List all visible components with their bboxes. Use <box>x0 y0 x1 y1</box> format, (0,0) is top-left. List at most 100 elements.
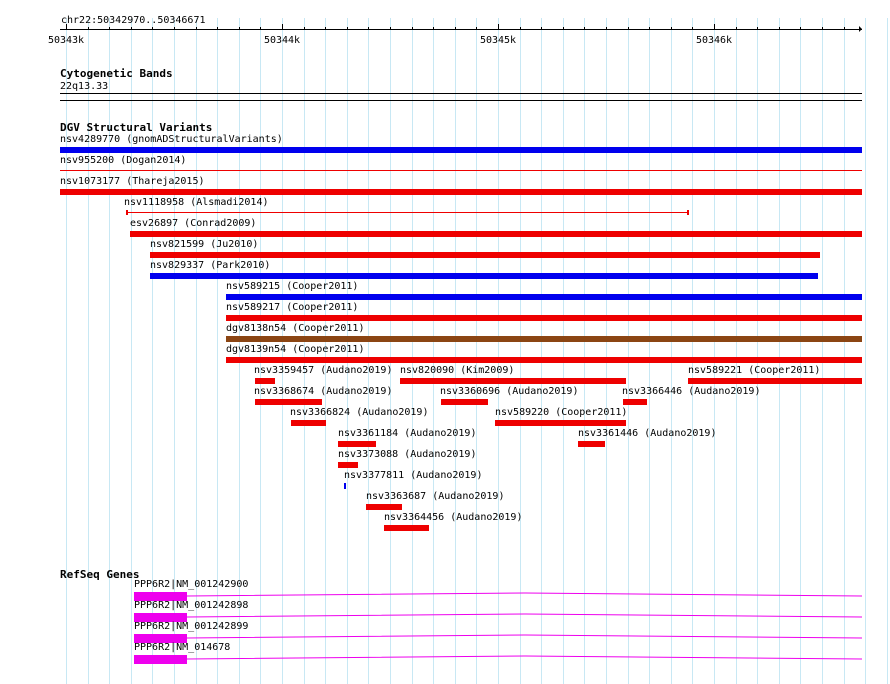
gene-exon[interactable] <box>134 634 187 643</box>
gene-exon[interactable] <box>134 613 187 622</box>
tick-label: 50345k <box>479 35 517 46</box>
gene-label: PPP6R2|NM_001242898 <box>134 600 249 611</box>
gene-intron <box>187 655 863 660</box>
ruler-tick <box>520 27 521 30</box>
sv-feature-bar[interactable] <box>226 294 862 300</box>
sv-feature-bar[interactable] <box>688 378 862 384</box>
ruler-tick <box>563 27 564 30</box>
sv-feature-label: nsv589221 (Cooper2011) <box>688 365 821 376</box>
tick-label: 50346k <box>695 35 733 46</box>
sv-feature-bar[interactable] <box>366 504 402 510</box>
cytoband-line <box>60 93 862 94</box>
sv-feature-bar[interactable] <box>226 336 862 342</box>
location-label: chr22:50342970..50346671 <box>61 15 206 26</box>
gene-intron <box>187 592 863 597</box>
sv-feature-bar[interactable] <box>338 441 376 447</box>
ruler-tick <box>800 27 801 30</box>
ruler-tick <box>455 27 456 30</box>
ruler-tick <box>714 24 715 30</box>
sv-feature-bar[interactable] <box>338 462 358 468</box>
sv-feature-bar[interactable] <box>578 441 605 447</box>
ruler-tick <box>671 27 672 30</box>
ruler-tick <box>606 27 607 30</box>
ruler-tick <box>109 27 110 30</box>
sv-feature-bar[interactable] <box>150 273 818 279</box>
sv-feature-bar[interactable] <box>60 170 862 171</box>
ruler-tick <box>584 27 585 30</box>
sv-feature-label: nsv3364456 (Audano2019) <box>384 512 523 523</box>
sv-feature-label: nsv3366824 (Audano2019) <box>290 407 429 418</box>
sv-feature-bar[interactable] <box>60 189 862 195</box>
sv-feature-bar[interactable] <box>226 315 862 321</box>
ruler-tick <box>282 24 283 30</box>
ruler-tick <box>368 27 369 30</box>
sv-feature-bar[interactable] <box>255 378 275 384</box>
ruler-tick <box>541 27 542 30</box>
sv-feature-label: nsv3363687 (Audano2019) <box>366 491 505 502</box>
ruler-tick <box>260 27 261 30</box>
sv-feature-label: nsv3360696 (Audano2019) <box>440 386 579 397</box>
ruler-tick <box>433 27 434 30</box>
sv-feature-label: nsv4289770 (gnomADStructuralVariants) <box>60 134 283 145</box>
ruler-tick <box>822 27 823 30</box>
sv-feature-bar[interactable] <box>291 420 326 426</box>
sv-feature-endcap <box>126 210 128 215</box>
sv-feature-label: nsv3366446 (Audano2019) <box>622 386 761 397</box>
ruler-tick <box>628 27 629 30</box>
ruler-tick <box>196 27 197 30</box>
track-title-cytoband: Cytogenetic Bands <box>60 67 173 80</box>
sv-feature-bar[interactable] <box>623 399 647 405</box>
tick-label: 50344k <box>263 35 301 46</box>
cytoband-label: 22q13.33 <box>60 81 109 92</box>
sv-feature-bar[interactable] <box>400 378 626 384</box>
ruler-tick <box>152 27 153 30</box>
sv-feature-label: nsv3368674 (Audano2019) <box>254 386 393 397</box>
sv-feature-bar[interactable] <box>150 252 820 258</box>
ruler-tick <box>390 27 391 30</box>
sv-feature-label: nsv589217 (Cooper2011) <box>226 302 359 313</box>
sv-feature-bar[interactable] <box>495 420 626 426</box>
sv-feature-label: nsv3377811 (Audano2019) <box>344 470 483 481</box>
tick-label: 50343k <box>47 35 85 46</box>
sv-feature-label: nsv1118958 (Alsmadi2014) <box>124 197 269 208</box>
sv-feature-label: nsv3359457 (Audano2019) <box>254 365 393 376</box>
ruler-tick <box>304 27 305 30</box>
sv-feature-label: nsv1073177 (Thareja2015) <box>60 176 205 187</box>
arrow-right-icon <box>859 26 862 32</box>
sv-feature-bar[interactable] <box>126 212 689 213</box>
gene-exon[interactable] <box>134 592 187 601</box>
ruler-tick <box>692 27 693 30</box>
sv-feature-bar[interactable] <box>344 483 346 489</box>
sv-feature-label: esv26897 (Conrad2009) <box>130 218 257 229</box>
sv-feature-bar[interactable] <box>384 525 429 531</box>
ruler-tick <box>844 27 845 30</box>
sv-feature-bar[interactable] <box>60 147 862 153</box>
ruler-tick <box>88 27 89 30</box>
sv-feature-label: nsv589220 (Cooper2011) <box>495 407 628 418</box>
ruler-tick <box>66 24 67 30</box>
sv-feature-label: nsv3361184 (Audano2019) <box>338 428 477 439</box>
gene-intron <box>187 613 863 618</box>
sv-feature-label: nsv820090 (Kim2009) <box>400 365 515 376</box>
ruler-axis <box>60 29 862 30</box>
sv-feature-bar[interactable] <box>255 399 322 405</box>
track-title-refseq: RefSeq Genes <box>60 568 140 581</box>
sv-feature-bar[interactable] <box>441 399 488 405</box>
ruler-tick <box>498 24 499 30</box>
ruler-tick <box>412 27 413 30</box>
gene-intron <box>187 634 863 639</box>
sv-feature-label: dgv8139n54 (Cooper2011) <box>226 344 365 355</box>
cytoband-line <box>60 100 862 101</box>
ruler-tick <box>779 27 780 30</box>
sv-feature-bar[interactable] <box>130 231 862 237</box>
gene-label: PPP6R2|NM_001242900 <box>134 579 249 590</box>
sv-feature-label: nsv821599 (Ju2010) <box>150 239 259 250</box>
sv-feature-label: nsv955200 (Dogan2014) <box>60 155 187 166</box>
gene-label: PPP6R2|NM_001242899 <box>134 621 249 632</box>
track-title-dgv: DGV Structural Variants <box>60 121 213 134</box>
ruler-tick <box>239 27 240 30</box>
sv-feature-bar[interactable] <box>226 357 862 363</box>
gene-exon[interactable] <box>134 655 187 664</box>
sv-feature-label: nsv589215 (Cooper2011) <box>226 281 359 292</box>
sv-feature-label: nsv3361446 (Audano2019) <box>578 428 717 439</box>
